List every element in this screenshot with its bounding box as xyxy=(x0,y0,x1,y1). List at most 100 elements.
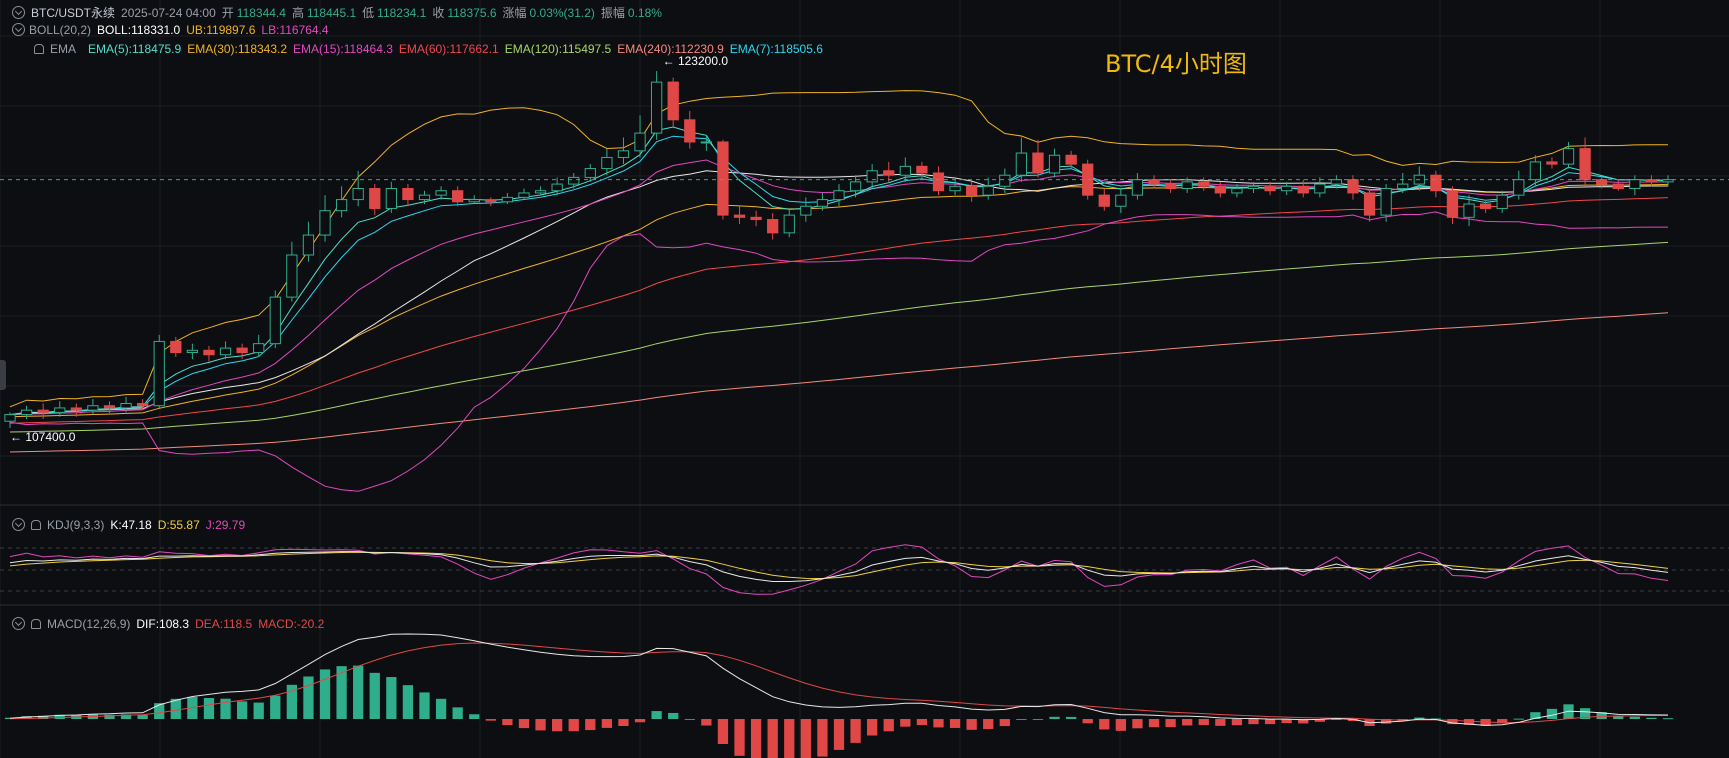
kdj-k-line xyxy=(9,551,1669,582)
candle-body xyxy=(501,196,514,203)
candle-body xyxy=(70,407,82,411)
bell-icon[interactable] xyxy=(31,520,41,530)
candle-body xyxy=(153,340,165,407)
collapse-icon[interactable] xyxy=(12,617,25,630)
macd-histogram-bar xyxy=(1579,708,1591,719)
macd-histogram-bar xyxy=(933,719,944,728)
macd-histogram-bar xyxy=(1629,716,1640,719)
low-label: 低 xyxy=(362,6,375,20)
macd-histogram-bar xyxy=(1049,716,1060,719)
collapse-icon[interactable] xyxy=(12,23,25,36)
candle-body xyxy=(883,170,895,176)
candle-body xyxy=(54,407,66,413)
collapse-icon[interactable] xyxy=(12,518,25,531)
macd-histogram-bar xyxy=(867,719,878,736)
candle-body xyxy=(1347,179,1359,194)
macd-histogram-bar xyxy=(1646,717,1657,719)
macd-histogram-bar xyxy=(999,719,1010,727)
boll-legend: BOLL(20,2) BOLL:118331.0 UB:119897.6 LB:116… xyxy=(12,23,335,37)
candle-body xyxy=(219,347,232,356)
macd-histogram-bar xyxy=(203,697,215,719)
side-panel-handle[interactable] xyxy=(0,360,6,390)
macd-histogram-bar xyxy=(850,719,861,743)
macd-histogram-bar xyxy=(1099,719,1110,730)
candle-body xyxy=(1247,185,1260,190)
candle-body xyxy=(634,132,646,152)
collapse-icon[interactable] xyxy=(12,6,25,19)
macd-histogram-bar xyxy=(1032,719,1044,720)
macd-histogram-bar xyxy=(1331,719,1342,720)
ema-items: EMA(5):118475.9 EMA(30):118343.2 EMA(15):1… xyxy=(88,42,829,56)
macd-histogram-bar xyxy=(1132,719,1143,729)
bell-icon[interactable] xyxy=(34,44,44,54)
low-value: 118234.1 xyxy=(377,6,427,20)
macd-histogram-bar xyxy=(734,719,745,756)
macd-histogram-bar xyxy=(966,719,977,730)
macd-histogram-bar xyxy=(435,698,447,719)
macd-histogram-bar xyxy=(220,698,231,719)
candle-body xyxy=(402,188,414,201)
bell-icon[interactable] xyxy=(31,619,41,629)
candle-body xyxy=(1496,194,1508,209)
macd-histogram-bar xyxy=(1231,719,1243,726)
candle-body xyxy=(1214,185,1226,194)
candle-body xyxy=(1264,185,1276,192)
macd-histogram-bar xyxy=(750,719,762,758)
candle-body xyxy=(369,188,381,209)
macd-histogram-bar xyxy=(684,719,695,720)
macd-histogram-bar xyxy=(1530,712,1541,719)
macd-histogram-bar xyxy=(1264,719,1276,725)
macd-histogram-bar xyxy=(1016,719,1027,720)
macd-histogram-bar xyxy=(120,714,132,719)
candle-body xyxy=(1015,152,1028,176)
candle-body xyxy=(170,340,182,354)
candle-body xyxy=(783,214,795,234)
macd-histogram-bar xyxy=(353,665,364,719)
macd-histogram-bar xyxy=(54,714,65,719)
macd-dea: DEA:118.5 xyxy=(195,617,253,631)
macd-histogram-bar xyxy=(452,707,463,719)
ema-legend: EMA EMA(5):118475.9 EMA(30):118343.2 EMA(15… xyxy=(12,42,835,56)
macd-histogram-bar xyxy=(800,719,811,758)
candle-body xyxy=(1397,183,1409,190)
macd-histogram-bar xyxy=(1182,719,1193,726)
boll-mid: BOLL:118331.0 xyxy=(97,23,181,37)
symbol-label: BTC/USDT永续 xyxy=(31,6,116,20)
macd-histogram-bar xyxy=(1613,715,1624,719)
ema-item: EMA(5):118475.9 xyxy=(88,42,182,56)
macd-histogram-bar xyxy=(485,719,496,721)
candle-body xyxy=(1065,154,1077,165)
close-value: 118375.6 xyxy=(447,6,497,20)
ema-item: EMA(120):115497.5 xyxy=(504,42,612,56)
open-value: 118344.4 xyxy=(236,6,286,20)
candle-body xyxy=(1098,194,1110,207)
candle-body xyxy=(1181,181,1193,190)
macd-histogram-bar xyxy=(1148,719,1160,728)
macd-histogram-bar xyxy=(270,695,281,719)
macd-dea-line xyxy=(9,642,1669,724)
ema30-line xyxy=(9,183,1669,418)
ema-item: EMA(240):112230.9 xyxy=(617,42,724,56)
ema240-line xyxy=(9,312,1669,453)
macd-histogram-bar xyxy=(1281,719,1292,724)
candle-body xyxy=(1596,179,1608,185)
candle-body xyxy=(617,150,630,158)
candle-body xyxy=(899,165,911,176)
candle-body xyxy=(302,234,315,256)
macd-histogram-bar xyxy=(253,702,264,719)
macd-histogram-bar xyxy=(717,719,729,744)
candle-body xyxy=(452,190,464,203)
macd-histogram-bar xyxy=(502,719,513,726)
candle-body xyxy=(650,81,663,134)
candle-body xyxy=(667,81,679,121)
macd-histogram-bar xyxy=(21,716,32,719)
candle-body xyxy=(601,156,613,170)
candle-body xyxy=(1281,185,1293,192)
macd-histogram-bar xyxy=(137,714,148,719)
open-label: 开 xyxy=(221,6,234,20)
candle-body xyxy=(1048,154,1061,174)
high-value: 118445.1 xyxy=(306,6,357,20)
candle-body xyxy=(203,349,215,356)
candle-body xyxy=(1148,179,1160,185)
